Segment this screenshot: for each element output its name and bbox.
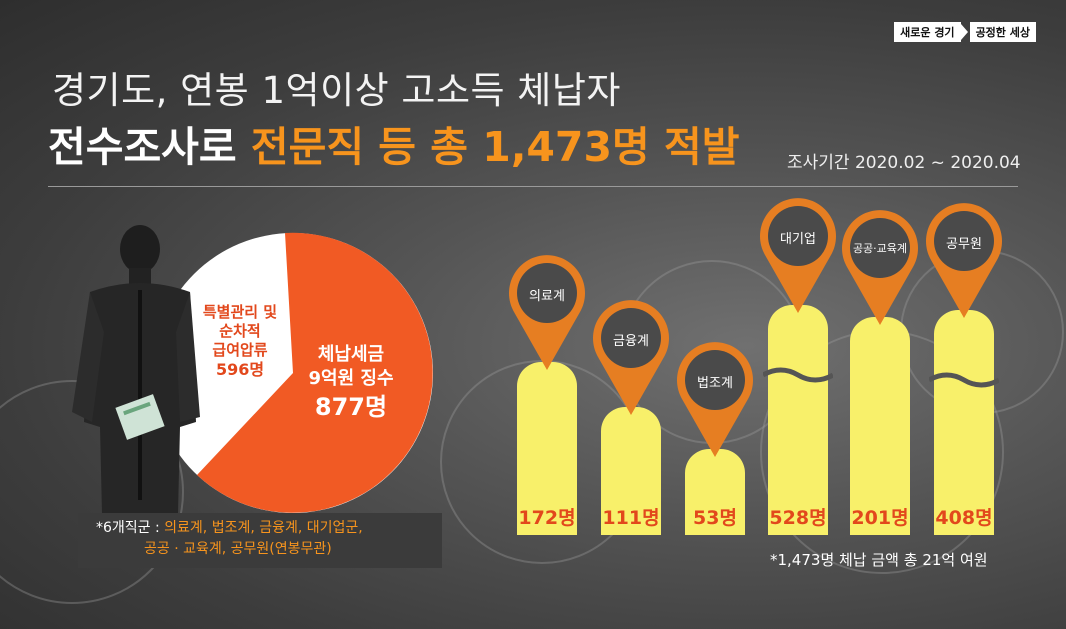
note-prefix: *6개직군 : (96, 520, 165, 536)
bar-2 (685, 449, 745, 535)
slogan-right: 공정한 세상 (969, 22, 1036, 42)
pie-small-line3: 급여압류 (212, 341, 268, 359)
slogan-arrow-icon (960, 24, 968, 40)
location-pin-icon (677, 342, 753, 457)
pie-slice-large (197, 232, 433, 513)
pie-small-label: 특별관리 및 순차적 급여압류 596명 (186, 303, 294, 379)
value-label: 201명 (851, 507, 909, 529)
note-line1: 의료계, 법조계, 금융계, 대기업군, (164, 520, 363, 536)
bar-4 (850, 317, 910, 535)
title-line2: 전수조사로 전문직 등 총 1,473명 적발 (48, 113, 739, 173)
location-pin-icon (509, 255, 585, 370)
category-label: 공무원 (946, 237, 982, 252)
pie-large-line2: 9억원 징수 (308, 368, 394, 389)
location-pin-icon (842, 210, 918, 325)
value-label: 172명 (518, 507, 576, 529)
occupation-note: *6개직군 : 의료계, 법조계, 금융계, 대기업군, 공공 · 교육계, 공… (78, 513, 442, 568)
pie-chart (153, 232, 433, 513)
slogan-left: 새로운 경기 (894, 22, 961, 42)
category-label: 의료계 (529, 289, 565, 304)
category-label: 대기업 (780, 232, 816, 247)
location-pin-icon (760, 198, 836, 313)
value-label: 111명 (602, 507, 660, 529)
slogan-badge: 새로운 경기 공정한 세상 (894, 22, 1036, 42)
divider (48, 186, 1018, 187)
value-label: 53명 (693, 507, 737, 529)
value-label: 408명 (935, 507, 993, 529)
pie-large-line1: 체납세금 (317, 344, 385, 365)
title-line2-white: 전수조사로 (48, 123, 251, 171)
bar-5 (934, 310, 994, 535)
title-line1: 경기도, 연봉 1억이상 고소득 체납자 (52, 69, 621, 112)
bar-1 (601, 407, 661, 535)
value-label: 528명 (769, 507, 827, 529)
businessman-illustration (72, 225, 200, 514)
bar-3 (768, 305, 828, 535)
bar-0 (517, 362, 577, 535)
chart-footnote: *1,473명 체납 금액 총 21억 여원 (770, 551, 988, 569)
survey-period: 조사기간 2020.02 ~ 2020.04 (787, 153, 1021, 173)
pie-large-label: 체납세금 9억원 징수 877명 (286, 343, 416, 419)
pie-small-line1: 특별관리 및 (202, 303, 278, 321)
title-line2-highlight: 전문직 등 총 1,473명 적발 (250, 123, 740, 171)
location-pin-icon (926, 203, 1002, 318)
category-label: 공공·교육계 (852, 242, 908, 255)
pie-large-value: 877명 (314, 393, 388, 421)
category-label: 금융계 (613, 334, 649, 349)
pie-small-line2: 순차적 (219, 322, 261, 340)
note-line2: 공공 · 교육계, 공무원(연봉무관) (144, 541, 332, 557)
axis-break-icon (929, 372, 999, 388)
axis-break-icon (763, 367, 833, 383)
location-pin-icon (593, 300, 669, 415)
category-label: 법조계 (697, 376, 733, 391)
pie-small-value: 596명 (215, 360, 265, 379)
